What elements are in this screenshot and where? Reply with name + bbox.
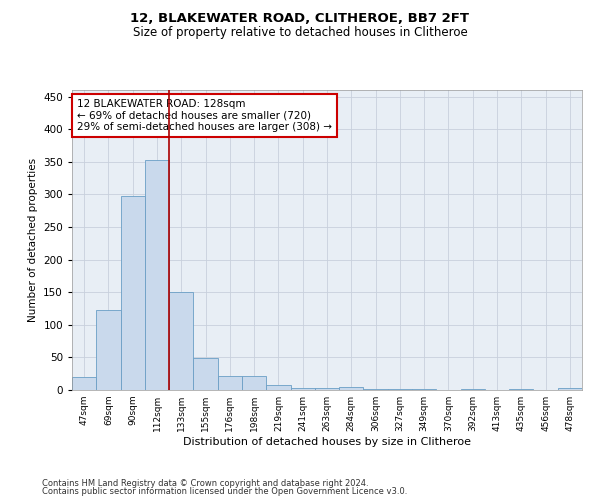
Bar	[145, 160, 169, 390]
Bar	[290, 388, 315, 390]
Bar	[72, 377, 96, 390]
Text: Contains public sector information licensed under the Open Government Licence v3: Contains public sector information licen…	[42, 487, 407, 496]
Bar	[218, 376, 242, 390]
Bar	[339, 386, 364, 390]
Text: Size of property relative to detached houses in Clitheroe: Size of property relative to detached ho…	[133, 26, 467, 39]
Bar	[121, 196, 145, 390]
Bar	[193, 358, 218, 390]
Y-axis label: Number of detached properties: Number of detached properties	[28, 158, 38, 322]
Bar	[242, 376, 266, 390]
Text: Contains HM Land Registry data © Crown copyright and database right 2024.: Contains HM Land Registry data © Crown c…	[42, 478, 368, 488]
Bar	[96, 310, 121, 390]
Bar	[315, 388, 339, 390]
Bar	[558, 388, 582, 390]
Text: 12, BLAKEWATER ROAD, CLITHEROE, BB7 2FT: 12, BLAKEWATER ROAD, CLITHEROE, BB7 2FT	[131, 12, 470, 26]
Bar	[169, 292, 193, 390]
X-axis label: Distribution of detached houses by size in Clitheroe: Distribution of detached houses by size …	[183, 437, 471, 447]
Text: 12 BLAKEWATER ROAD: 128sqm
← 69% of detached houses are smaller (720)
29% of sem: 12 BLAKEWATER ROAD: 128sqm ← 69% of deta…	[77, 99, 332, 132]
Bar	[266, 385, 290, 390]
